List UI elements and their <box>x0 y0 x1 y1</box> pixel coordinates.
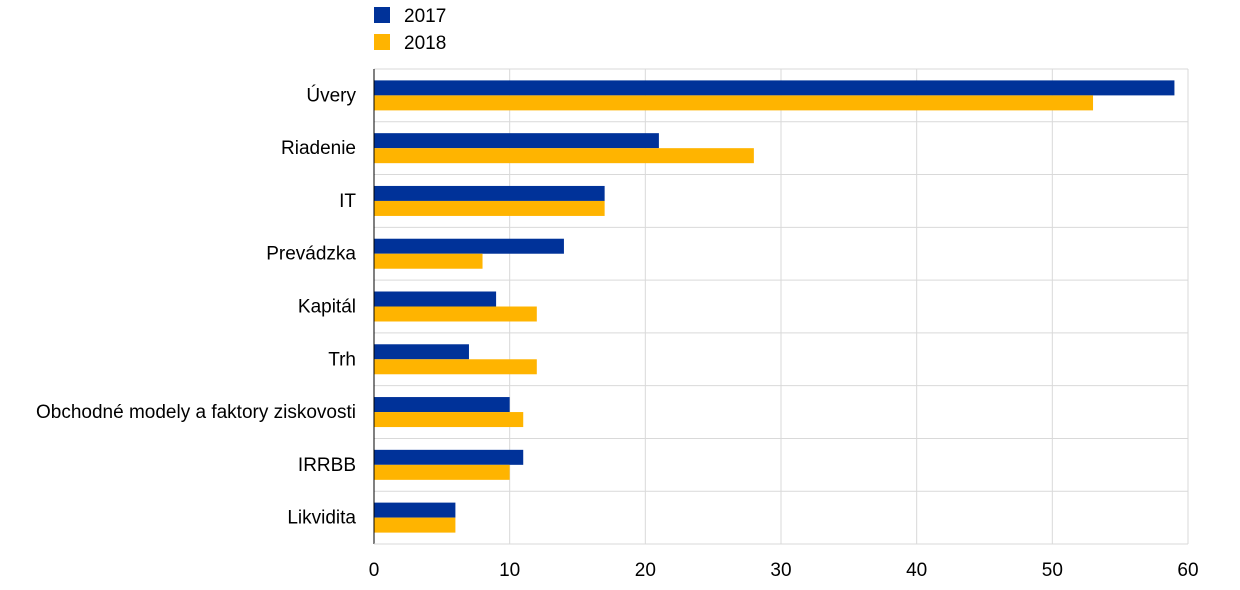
bar-2018 <box>374 253 483 269</box>
category-label: IRRBB <box>298 455 356 476</box>
bar-2017 <box>374 291 497 307</box>
x-tick-label: 40 <box>906 560 927 581</box>
x-tick-label: 0 <box>369 560 380 581</box>
bar-2018 <box>374 359 537 375</box>
tick-labels: 0 10 20 30 40 50 60 <box>369 560 1199 581</box>
bar-2017 <box>374 397 510 413</box>
bar-2018 <box>374 148 754 164</box>
legend-label: 2018 <box>404 33 446 54</box>
category-labels: Úvery Riadenie IT Prevádzka Kapitál Trh Obchod… <box>36 84 356 528</box>
category-label: Obchodné modely a faktory ziskovosti <box>36 402 356 423</box>
x-tick-label: 20 <box>635 560 656 581</box>
bar-2017 <box>374 502 456 518</box>
bar-2018 <box>374 200 605 216</box>
grid <box>374 68 1189 545</box>
category-label: Trh <box>328 349 356 370</box>
category-label: IT <box>339 191 356 212</box>
bars <box>374 80 1175 533</box>
x-tick-label: 60 <box>1177 560 1198 581</box>
category-label: Likvidita <box>287 508 356 529</box>
legend-swatch-2018 <box>374 34 390 50</box>
x-tick-label: 50 <box>1042 560 1063 581</box>
bar-2017 <box>374 344 469 360</box>
category-label: Kapitál <box>298 297 356 318</box>
x-tick-label: 10 <box>499 560 520 581</box>
bar-2018 <box>374 464 510 480</box>
bar-2017 <box>374 449 524 465</box>
bar-2017 <box>374 133 659 149</box>
legend-swatch-2017 <box>374 7 390 23</box>
category-label: Prevádzka <box>266 244 356 265</box>
bar-2018 <box>374 95 1094 111</box>
legend-label: 2017 <box>404 6 446 27</box>
category-label: Riadenie <box>281 138 356 159</box>
legend: 2017 2018 <box>374 6 446 54</box>
bar-2018 <box>374 517 456 533</box>
category-label: Úvery <box>306 84 356 106</box>
bar-2017 <box>374 185 605 201</box>
bar-2018 <box>374 306 537 322</box>
axes <box>373 69 1188 545</box>
bar-2017 <box>374 80 1175 96</box>
bar-2017 <box>374 238 564 254</box>
bar-2018 <box>374 412 524 428</box>
x-tick-label: 30 <box>770 560 791 581</box>
